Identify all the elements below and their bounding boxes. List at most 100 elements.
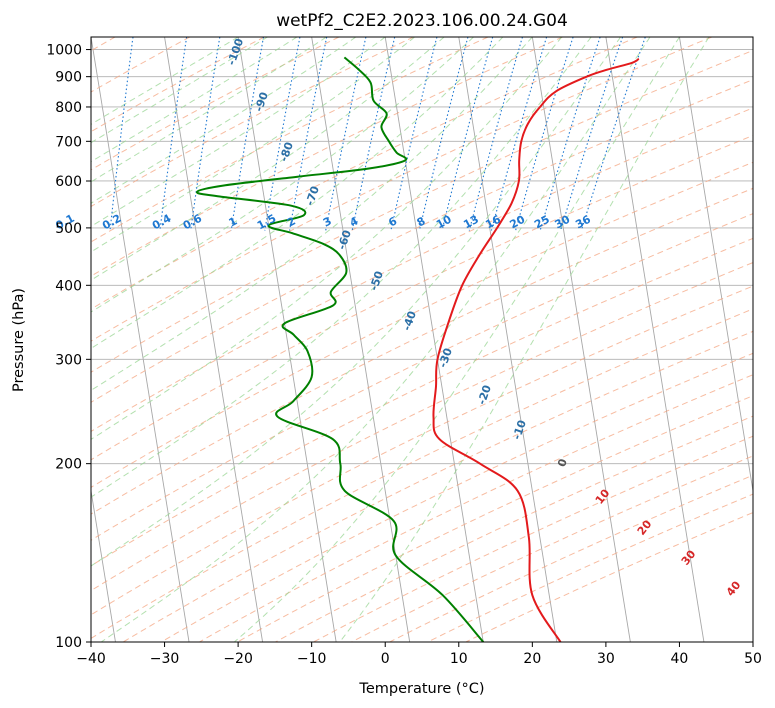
mixing-ratio-line — [230, 37, 265, 231]
dry-adiabat — [161, 352, 753, 642]
mixing-ratio-label: 6 — [386, 214, 399, 229]
wet-bulb-label: -40 — [400, 309, 419, 332]
dry-adiabat — [91, 49, 753, 373]
mixing-ratio-label: 8 — [415, 215, 428, 230]
dry-adiabat — [91, 37, 563, 277]
moist-adiabat — [91, 37, 592, 498]
y-tick-label: 1000 — [46, 43, 82, 59]
mixing-ratio-label: 10 — [434, 213, 454, 232]
wet-bulb-label: -70 — [303, 184, 322, 207]
x-tick-label: −40 — [76, 651, 106, 667]
moist-adiabat — [100, 37, 651, 642]
dry-adiabat — [199, 374, 753, 642]
dry-adiabat — [91, 308, 753, 639]
isotherm — [458, 37, 558, 642]
mixing-ratio-line — [289, 37, 328, 231]
dry-adiabat-label: 40 — [724, 578, 744, 598]
mixing-ratio-label: 0.6 — [181, 212, 205, 233]
x-axis-ticks: −40 −30 −20 −10 0 10 20 30 40 50 — [76, 642, 762, 667]
wet-bulb-label: -80 — [277, 140, 296, 163]
mixing-ratio-line — [264, 37, 301, 231]
dry-adiabat — [91, 37, 489, 243]
isotherm — [237, 37, 337, 642]
moist-adiabat — [91, 37, 533, 391]
chart-title: wetPf2_C2E2.2023.106.00.24.G04 — [276, 11, 568, 31]
line-labels: 0.1 0.2 0.4 0.6 1 1.5 2 3 4 6 8 10 13 16 20 25 30 36-100-… — [53, 36, 743, 598]
y-tick-label: 300 — [55, 352, 82, 368]
y-tick-label: 600 — [55, 174, 82, 190]
dry-adiabat — [91, 107, 753, 432]
y-tick-label: 700 — [55, 134, 82, 150]
wet-bulb-label: -60 — [335, 228, 354, 251]
wet-bulb-label: -20 — [475, 383, 494, 406]
moist-adiabat — [91, 37, 445, 281]
mixing-ratio-line — [159, 37, 188, 231]
dry-adiabat — [275, 415, 753, 642]
y-tick-label: 900 — [55, 70, 82, 86]
y-tick-label: 200 — [55, 457, 82, 473]
y-tick-label: 800 — [55, 100, 82, 116]
mixing-ratio-line — [490, 37, 548, 231]
mixing-ratio-label: 4 — [348, 214, 361, 229]
mixing-ratio-line — [390, 37, 438, 231]
dry-adiabat-label: 30 — [679, 547, 699, 567]
x-tick-label: −20 — [223, 651, 253, 667]
mixing-ratio-line — [441, 37, 494, 231]
moist-adiabat — [91, 37, 386, 228]
x-tick-label: 20 — [523, 651, 541, 667]
mixing-ratio-label: 13 — [461, 213, 481, 232]
isotherm — [679, 37, 753, 494]
dry-adiabat — [91, 79, 753, 403]
mixing-ratio-label: 30 — [553, 213, 573, 232]
mixing-ratio-label: 20 — [508, 213, 528, 232]
mixing-ratio-label: 25 — [532, 213, 552, 232]
x-tick-label: 40 — [671, 651, 689, 667]
mixing-ratio-label: 0.4 — [150, 212, 174, 233]
dry-adiabat — [91, 161, 753, 488]
wet-bulb-label: 0 — [555, 457, 570, 469]
dry-adiabat — [313, 435, 753, 642]
mixing-ratio-label: 2 — [285, 215, 298, 230]
x-tick-label: 30 — [597, 651, 615, 667]
wet-bulb-label: -10 — [510, 418, 529, 441]
dry-adiabat — [91, 261, 753, 592]
dry-adiabat — [91, 37, 190, 93]
y-axis-label: Pressure (hPa) — [11, 288, 27, 392]
dry-adiabat — [91, 134, 753, 461]
y-tick-label: 400 — [55, 278, 82, 294]
dry-adiabat — [91, 213, 753, 541]
dry-adiabat — [91, 285, 753, 616]
dry-adiabat — [427, 493, 753, 642]
wet-bulb-label: -90 — [252, 90, 271, 113]
mixing-ratio-label: 16 — [483, 213, 503, 232]
isotherm — [164, 37, 264, 642]
moist-adiabat — [91, 37, 474, 313]
dry-adiabat — [91, 187, 753, 515]
isotherm — [91, 37, 190, 642]
y-axis-ticks: 100 200 300 400 500 600 700 800 900 1000 — [46, 43, 91, 651]
dry-adiabat — [351, 455, 753, 642]
dry-adiabat — [237, 395, 753, 642]
y-tick-label: 500 — [55, 221, 82, 237]
dewpoint-line — [196, 56, 485, 642]
mixing-ratio-label: 36 — [573, 213, 593, 232]
x-tick-label: 10 — [450, 651, 468, 667]
mixing-ratio-line — [418, 37, 469, 231]
dry-adiabat — [91, 37, 414, 208]
x-axis-label: Temperature (°C) — [358, 681, 484, 697]
profile-lines — [196, 56, 640, 642]
mixing-ratio-line — [468, 37, 524, 231]
isotherm — [91, 488, 116, 642]
isotherm — [531, 37, 631, 642]
dry-adiabat — [465, 512, 753, 642]
mixing-ratio-line — [109, 37, 134, 231]
moist-adiabat — [91, 37, 504, 350]
x-tick-label: −30 — [150, 651, 180, 667]
dry-adiabat — [91, 237, 753, 567]
wet-bulb-label: -50 — [367, 269, 386, 292]
moist-adiabat — [233, 37, 680, 642]
moist-adiabat — [91, 37, 621, 567]
mixing-ratio-line — [515, 37, 574, 231]
wet-bulb-label: -100 — [225, 36, 246, 67]
